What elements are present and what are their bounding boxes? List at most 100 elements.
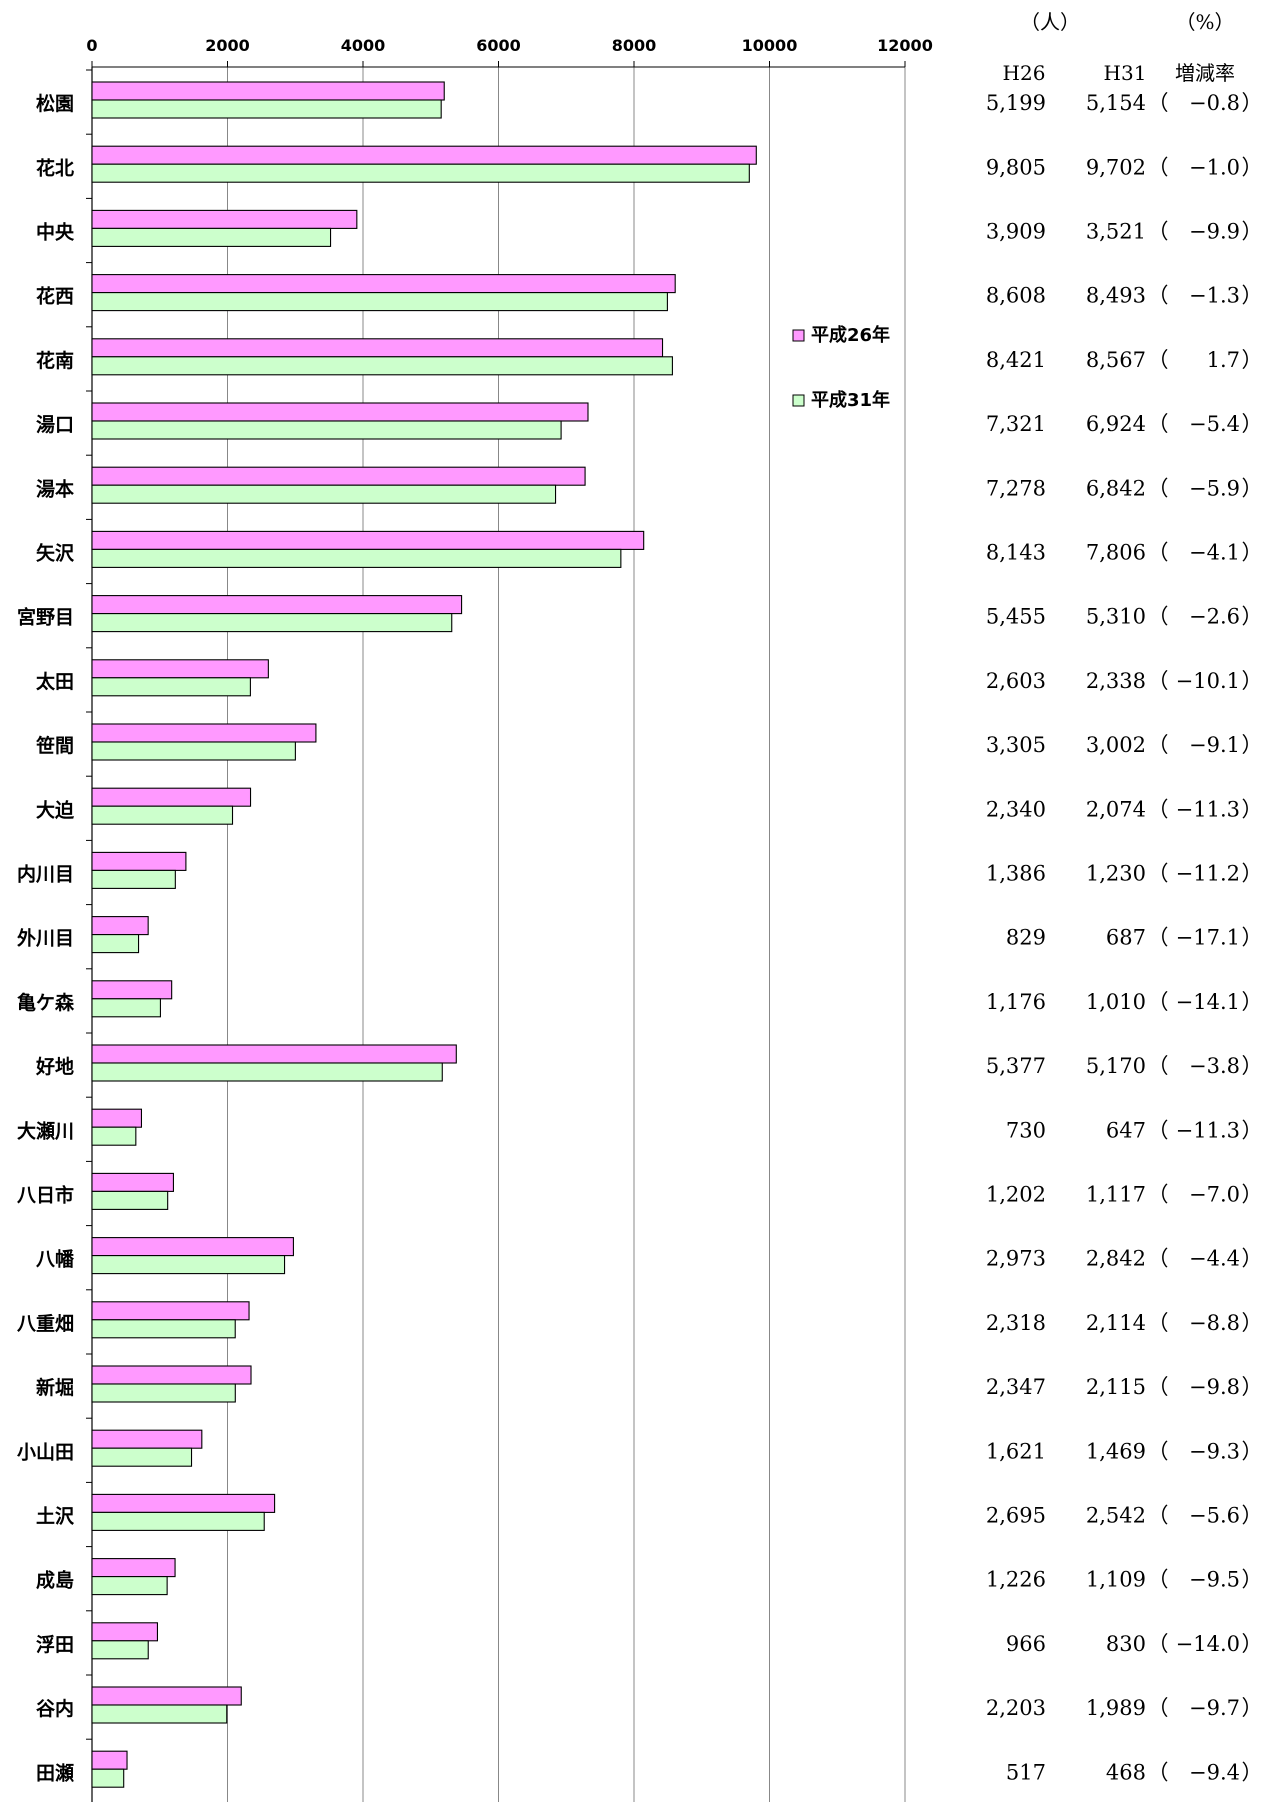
h26-value: 2,347 (986, 1375, 1046, 1399)
bar-h31 (91, 1511, 265, 1531)
rate-open-paren: （ (1148, 1439, 1169, 1463)
bar-h26 (91, 1108, 143, 1128)
legend-label: 平成26年 (811, 324, 890, 346)
h26-value: 5,377 (986, 1054, 1046, 1078)
rate-close-paren: ） (1242, 605, 1263, 629)
bar-h26 (91, 659, 269, 679)
rate-value: −9.4 (1189, 1760, 1240, 1784)
rate-close-paren: ） (1242, 476, 1263, 500)
bar-h26 (91, 1558, 176, 1578)
legend-swatch (792, 394, 805, 407)
bar-h31 (91, 1704, 228, 1724)
bar-h31 (91, 1062, 443, 1082)
bar-h26 (91, 1237, 294, 1257)
bar-h31 (91, 934, 140, 954)
rate-open-paren: （ (1148, 990, 1169, 1014)
category-label: 好地 (35, 1055, 74, 1078)
rate-value: −3.8 (1189, 1054, 1240, 1078)
bar-h31 (91, 356, 673, 376)
h26-value: 5,455 (986, 605, 1046, 629)
category-label: 田瀬 (36, 1762, 74, 1784)
category-label: 笹間 (36, 734, 74, 757)
rate-close-paren: ） (1242, 1760, 1263, 1784)
bar-h31 (91, 998, 161, 1018)
category-label: 松園 (36, 92, 74, 115)
rate-value: −9.3 (1189, 1439, 1240, 1463)
rate-open-paren: （ (1148, 1247, 1169, 1271)
rate-close-paren: ） (1242, 1568, 1263, 1592)
h26-value: 2,203 (986, 1696, 1046, 1720)
rate-close-paren: ） (1242, 669, 1263, 693)
category-label: 成島 (36, 1569, 74, 1592)
bar-h31 (91, 420, 562, 440)
rate-value: −9.9 (1189, 220, 1240, 244)
bar-h26 (91, 530, 645, 550)
bar-h31 (91, 1576, 168, 1596)
rate-close-paren: ） (1242, 990, 1263, 1014)
bar-h31 (91, 677, 251, 697)
rate-value: −5.6 (1189, 1504, 1240, 1528)
rate-value: −0.8 (1189, 91, 1240, 115)
rate-open-paren: （ (1148, 91, 1169, 115)
h26-value: 2,695 (986, 1504, 1046, 1528)
bar-h26 (91, 1686, 242, 1706)
rate-value: −5.4 (1189, 412, 1240, 436)
category-label: 亀ケ森 (17, 991, 75, 1014)
h26-value: 3,909 (986, 220, 1046, 244)
rate-close-paren: ） (1242, 541, 1263, 565)
category-label: 八幡 (36, 1248, 75, 1271)
rate-open-paren: （ (1148, 541, 1169, 565)
rate-open-paren: （ (1148, 1183, 1169, 1207)
rate-value: −11.3 (1176, 797, 1240, 821)
h31-value: 687 (1106, 926, 1146, 950)
legend-swatch (792, 329, 805, 342)
h26-value: 966 (1006, 1632, 1046, 1656)
h31-value: 2,114 (1086, 1311, 1146, 1335)
col-h31-header: H31 (1104, 61, 1147, 85)
bar-h31 (91, 163, 750, 183)
col-rate-header: 増減率 (1175, 61, 1235, 85)
h31-value: 830 (1106, 1632, 1146, 1656)
rate-close-paren: ） (1242, 1375, 1263, 1399)
category-label: 宮野目 (17, 606, 74, 629)
bar-h26 (91, 1172, 174, 1192)
bar-h26 (91, 1493, 276, 1513)
legend-label: 平成31年 (811, 389, 890, 411)
bar-h26 (91, 595, 463, 615)
rate-close-paren: ） (1242, 155, 1263, 179)
h26-value: 1,386 (986, 862, 1046, 886)
rate-open-paren: （ (1148, 1632, 1169, 1656)
category-label: 花西 (36, 285, 74, 308)
h26-value: 3,305 (986, 733, 1046, 757)
h26-value: 8,421 (986, 348, 1046, 372)
rate-open-paren: （ (1148, 284, 1169, 308)
rate-open-paren: （ (1148, 476, 1169, 500)
rate-open-paren: （ (1148, 220, 1169, 244)
rate-close-paren: ） (1242, 1118, 1263, 1142)
rate-value: −11.3 (1176, 1118, 1240, 1142)
h26-value: 2,340 (986, 797, 1046, 821)
rate-value: −1.0 (1189, 155, 1240, 179)
bar-h31 (91, 548, 622, 568)
bar-h26 (91, 1044, 457, 1064)
rate-close-paren: ） (1242, 1439, 1263, 1463)
h26-value: 9,805 (986, 155, 1046, 179)
bar-h26 (91, 81, 445, 101)
bar-h26 (91, 1622, 158, 1642)
h26-value: 1,621 (986, 1439, 1046, 1463)
h26-value: 5,199 (986, 91, 1046, 115)
rate-open-paren: （ (1148, 1311, 1169, 1335)
rate-value: −10.1 (1176, 669, 1240, 693)
rate-close-paren: ） (1242, 91, 1263, 115)
x-tick-label: 0 (86, 36, 97, 55)
h31-value: 6,842 (1086, 476, 1146, 500)
h26-value: 1,176 (986, 990, 1046, 1014)
h31-value: 2,842 (1086, 1247, 1146, 1271)
rate-value: −14.1 (1176, 990, 1240, 1014)
rate-open-paren: （ (1148, 1118, 1169, 1142)
category-label: 矢沢 (36, 542, 75, 565)
category-label: 大迫 (36, 798, 74, 821)
bar-h26 (91, 145, 757, 165)
rate-open-paren: （ (1148, 412, 1169, 436)
bar-h31 (91, 1383, 236, 1403)
